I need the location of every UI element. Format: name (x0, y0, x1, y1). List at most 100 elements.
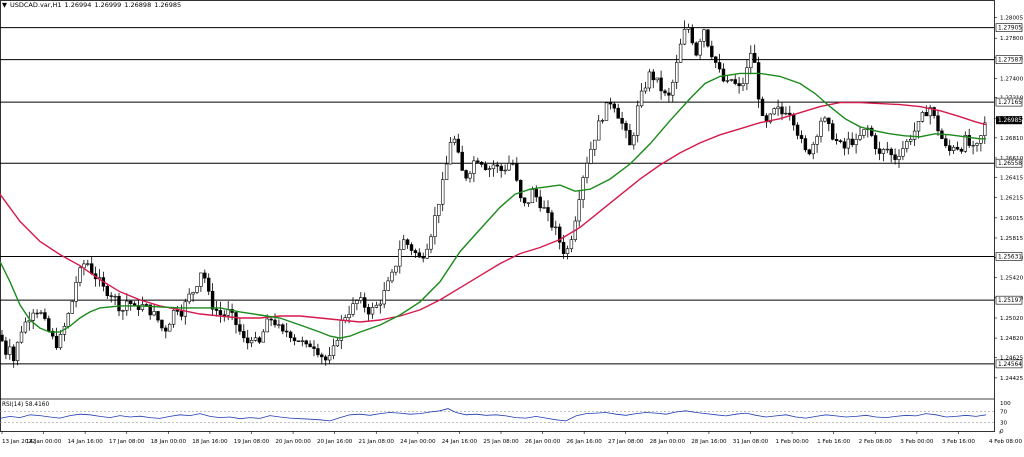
candle-body (316, 348, 320, 356)
time-tick-label: 24 Jan 00:00 (400, 439, 436, 445)
candle-body (877, 148, 882, 154)
candle-body (214, 308, 219, 311)
current-price-tag (996, 116, 1022, 125)
candle-body (347, 313, 351, 318)
time-tick-label: 1 Feb 16:00 (817, 439, 851, 445)
candle-body (694, 42, 698, 56)
candle-body (569, 239, 574, 250)
time-tick-label: 13 Jan 2022 (2, 439, 36, 445)
candle-body (858, 135, 862, 140)
rsi-label: RSI(14) 58.4160 (2, 402, 49, 408)
candle-body (971, 144, 975, 147)
candle-body (320, 354, 324, 358)
candle-body (168, 323, 172, 332)
time-tick-label: 2 Feb 08:00 (859, 439, 893, 445)
rsi-level-label: 70 (1000, 409, 1008, 415)
candle-body (632, 135, 636, 146)
candle-body (827, 117, 831, 124)
candle-body (526, 202, 531, 204)
candle-body (132, 303, 137, 306)
candle-body (374, 304, 379, 308)
candle-body (187, 293, 191, 303)
candle-body (908, 138, 913, 142)
open-value: 1.26994 (64, 1, 92, 9)
candle-body (713, 56, 718, 63)
candle-body (542, 207, 546, 209)
candle-body (756, 62, 761, 100)
level-price-label: 1.24564 (998, 362, 1022, 368)
candle-body (538, 196, 542, 209)
candle-body (557, 226, 562, 243)
candle-body (702, 29, 706, 42)
candle-body (518, 180, 523, 199)
candle-body (869, 127, 874, 136)
candle-body (635, 105, 640, 136)
candle-body (604, 102, 609, 121)
rsi-level-label: 30 (1000, 421, 1008, 427)
candle-body (382, 290, 386, 305)
candle-body (585, 162, 589, 178)
dropdown-arrow-icon[interactable]: ▼ (2, 1, 7, 9)
level-price-label: 1.27165 (998, 100, 1022, 106)
candle-body (491, 164, 496, 169)
candle-body (452, 138, 457, 143)
candle-body (394, 265, 398, 273)
plot-border (0, 0, 995, 432)
candle-body (273, 319, 277, 326)
candle-body (936, 115, 940, 132)
candle-body (409, 244, 414, 251)
time-tick-label: 25 Jan 08:00 (483, 439, 519, 445)
price-tick-label: 1.26415 (1000, 176, 1024, 182)
candle-body (0, 334, 4, 342)
candle-body (43, 312, 47, 319)
candle-body (207, 277, 211, 292)
candle-body (889, 148, 893, 156)
candle-body (671, 81, 675, 96)
candle-body (698, 40, 702, 56)
candle-body (495, 164, 499, 167)
candle-body (448, 142, 453, 165)
candle-body (152, 311, 156, 316)
candle-body (308, 343, 312, 348)
rsi-level-label: 100 (1000, 401, 1011, 407)
candle-body (901, 148, 905, 157)
candle-body (710, 45, 714, 58)
current-price-label: 1.26985 (998, 118, 1022, 124)
candle-body (834, 139, 839, 142)
chart-frame (0, 0, 995, 432)
candle-body (304, 340, 308, 345)
candle-body (554, 226, 558, 229)
candle-body (288, 331, 293, 339)
rsi-line (0, 408, 987, 422)
level-price-tag (995, 252, 1023, 261)
high-value: 1.26999 (94, 1, 122, 9)
candle-body (577, 199, 581, 222)
candle-body (690, 27, 695, 44)
candle-body (916, 121, 921, 132)
candle-body (616, 107, 620, 119)
candle-body (788, 112, 792, 115)
candle-body (776, 106, 780, 109)
time-tick-label: 14 Jan 00:00 (26, 439, 62, 445)
candle-body (873, 135, 878, 150)
price-tick-label: 1.27800 (1000, 36, 1024, 42)
candle-body (35, 312, 39, 315)
candle-body (156, 311, 160, 321)
candle-body (378, 303, 382, 306)
close-value: 1.26985 (154, 1, 182, 9)
candle-body (819, 120, 823, 137)
candle-body (12, 346, 16, 362)
candle-body (924, 112, 929, 117)
time-tick-label: 26 Jan 16:00 (566, 439, 602, 445)
candle-body (362, 297, 367, 308)
level-price-tag (995, 23, 1023, 32)
price-tick-label: 1.25815 (1000, 236, 1024, 242)
candle-body (179, 311, 184, 317)
level-price-tag (995, 97, 1023, 107)
candle-body (253, 337, 258, 341)
candle-body (955, 146, 960, 150)
level-price-label: 1.27905 (998, 26, 1022, 32)
price-tick-label: 1.26015 (1000, 216, 1024, 222)
candle-body (979, 135, 983, 144)
